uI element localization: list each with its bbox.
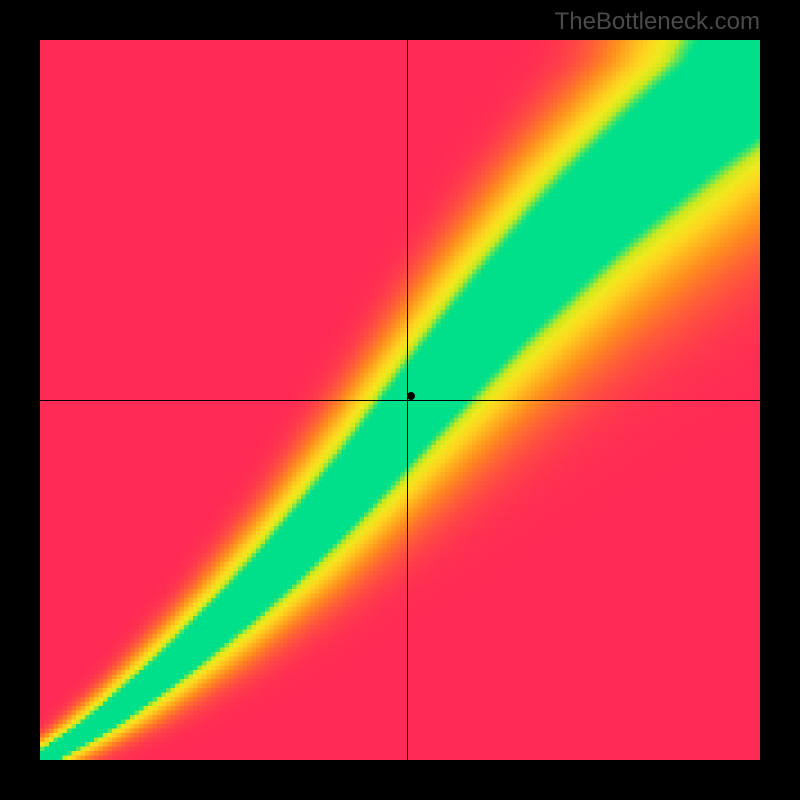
watermark-text: TheBottleneck.com [555, 8, 760, 36]
crosshair-horizontal [40, 400, 760, 401]
crosshair-vertical [407, 40, 408, 760]
